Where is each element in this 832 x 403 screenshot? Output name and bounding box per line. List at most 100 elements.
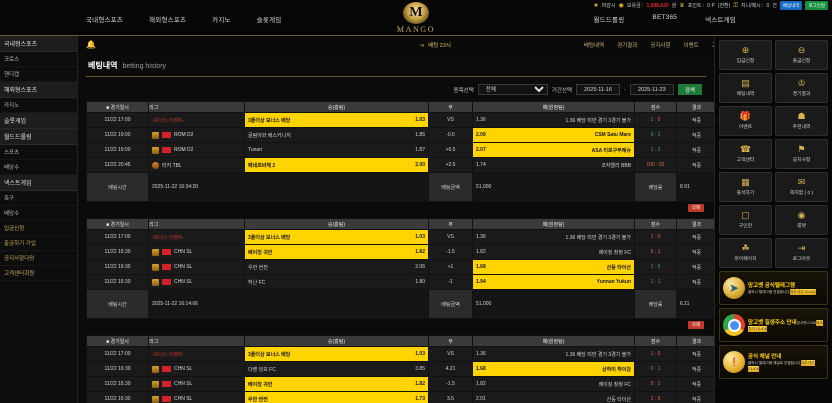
status-label-1: 보유금 :: [626, 3, 644, 9]
quick-menu-mypage[interactable]: ☘ 마이페이지: [719, 238, 772, 268]
quick-menu-roulette[interactable]: ◉ 룰렛: [775, 205, 828, 235]
notice-ticker[interactable]: ➩ 배팅 23시: [420, 41, 451, 49]
cell-home-pick[interactable]: 3폴더상 보너스 배당 1.03: [244, 346, 429, 362]
sidebar-item-odds-ng[interactable]: 배당수: [0, 206, 77, 221]
cell-home-pick[interactable]: 베이징 궈안 1.82: [244, 244, 429, 260]
cell-away-pick[interactable]: 상하이 하이강 1.68: [472, 361, 635, 377]
promo-banner[interactable]: ! 공식 채널 안내클릭시 텔레그램 채널로 연결됩니다바로가기 CLICK: [719, 345, 828, 379]
search-button[interactable]: 검색: [677, 84, 702, 95]
cell-home-pick[interactable]: 페네르바체 2 2.00: [244, 157, 429, 173]
table-row[interactable]: 11/22 16:30 CHN SL 베이징 궈안 1.82 -1.5 베이징 창청 FC…: [86, 244, 714, 260]
top-button-login[interactable]: 로그인정: [805, 1, 828, 10]
table-row[interactable]: 11/22 19:00 ROM D2 Tunari 1.87 +0.5 ASA 티르구무레…: [86, 142, 714, 158]
cell-home-pick[interactable]: 다롄 잉보 FC 3.85: [244, 361, 429, 377]
sidebar-item-support[interactable]: 고객센터회원: [0, 266, 77, 281]
table-row[interactable]: 11/22 16:30 CHN SL 다롄 잉보 FC 3.85 4.21 상하이 하이강…: [86, 361, 714, 377]
nav-overseas-sports[interactable]: 해외형스포츠: [149, 17, 187, 24]
sidebar-item-soccer[interactable]: 축구: [0, 191, 77, 206]
cell-away-pick[interactable]: CSM Satu Mare 2.09: [472, 127, 635, 143]
quick-menu-notice[interactable]: ⚑ 공지사항: [775, 139, 828, 169]
sidebar-item-notice[interactable]: 공지사항다양: [0, 251, 77, 266]
cell-handicap: VS: [428, 229, 473, 245]
sub-nav-betting-history[interactable]: 베팅내역: [583, 43, 605, 49]
sidebar-item-handicap[interactable]: 핸디캡: [0, 67, 77, 82]
date-from-input[interactable]: [576, 84, 621, 95]
coin-icon: ◉: [618, 2, 624, 9]
banner-cta-button[interactable]: 바로가기 CLICK: [789, 289, 816, 295]
site-logo[interactable]: M MANGO: [368, 0, 464, 36]
table-row[interactable]: 11/22 16:30 CHN SL 우한 싼전 1.73 3.5 산둥 타이산 2.01 1…: [86, 391, 714, 403]
quick-menu-deposit[interactable]: ⊕ 입금신청: [719, 40, 772, 70]
table-row[interactable]: 11/22 16:30 CHN SL 베이징 궈안 1.82 -1.5 베이징 창청 FC…: [86, 376, 714, 392]
date-to-input[interactable]: [629, 84, 674, 95]
quick-menu-support[interactable]: ☎ 고객센터: [719, 139, 772, 169]
nav-domestic-sports[interactable]: 국내형스포츠: [86, 17, 124, 24]
sub-nav-notice[interactable]: 공지사항: [650, 43, 671, 49]
cell-away-pick[interactable]: 베이징 창청 FC 1.82: [472, 244, 635, 260]
cell-away-pick[interactable]: 1.36 배당 미만 경기 3경기 불가 1.36: [472, 346, 635, 362]
promo-banner[interactable]: ➤ 망고벳 공식텔레그램클릭시 텔레그램 연결됩니다바로가기 CLICK: [719, 271, 828, 305]
cell-home-pick[interactable]: Tunari 1.87: [244, 142, 429, 158]
quick-menu-logout[interactable]: ⇥ 로그아웃: [775, 238, 828, 268]
cell-away-pick[interactable]: Yunnan Yukun 1.94: [472, 274, 635, 290]
cell-home-pick[interactable]: 허난 FC 1.80: [244, 274, 429, 290]
quick-menu-event[interactable]: 🎁 이벤트: [719, 106, 772, 136]
table-row[interactable]: 11/22 20:45 터키 TBL 페네르바체 2 2.00 +2.5 코자엘리 BBB…: [86, 157, 714, 173]
cell-home-pick[interactable]: 우한 싼전 1.73: [244, 391, 429, 403]
cell-home-pick[interactable]: 3폴더상 보너스 배당 1.03: [244, 229, 429, 245]
quick-menu-results[interactable]: ♔ 경기결과: [775, 73, 828, 103]
cell-away-pick[interactable]: 1.36 배당 미만 경기 3경기 불가 1.36: [472, 112, 635, 128]
summary-amount-value: 51,000: [472, 172, 635, 202]
table-row[interactable]: 11/22 19:00 ROM D2 굴림아와 배스카니지 1.85 -0.5 CSM S…: [86, 127, 714, 143]
table-row[interactable]: 11/22 16:30 CHN SL 우한 싼전 2.06 +1 산둥 타이산 1.68 1 …: [86, 259, 714, 275]
cell-home-pick[interactable]: 3폴더상 보너스 배당 1.03: [244, 112, 429, 128]
cell-home-pick[interactable]: 베이징 궈안 1.82: [244, 376, 429, 392]
bell-icon[interactable]: 🔔: [86, 40, 96, 49]
nav-bet365[interactable]: BET365: [652, 14, 678, 21]
cell-away-pick[interactable]: ASA 티르구무레슈 2.07: [472, 142, 635, 158]
sub-nav-results[interactable]: 경기결과: [617, 43, 638, 49]
sidebar-item-odds-wd[interactable]: 배당수: [0, 160, 77, 175]
cell-match-time: 11/22 20:45: [86, 157, 149, 173]
promo-banner[interactable]: 망고벳 필생주소 안내망고벳.COM바로가기 CLICK: [719, 308, 828, 342]
cell-home-pick[interactable]: 굴림아와 배스카니지 1.85: [244, 127, 429, 143]
cell-away-pick[interactable]: 산둥 타이산 2.01: [472, 391, 635, 403]
quick-menu-referral[interactable]: ☗ 추천내역: [775, 106, 828, 136]
nav-slot-game[interactable]: 슬롯게임: [256, 17, 282, 24]
delete-button[interactable]: 삭제: [687, 321, 704, 329]
sub-nav-event[interactable]: 이벤트: [683, 43, 699, 49]
top-button-betting[interactable]: 베팅내역: [779, 1, 803, 10]
cell-away-pick[interactable]: 코자엘리 BBB 1.74: [472, 157, 635, 173]
cell-away-pick[interactable]: 베이징 창청 FC 1.82: [472, 376, 635, 392]
table-row[interactable]: 11/22 17:00 -보너스 이벤트- 3폴더상 보너스 배당 1.03 VS 1.3…: [86, 112, 714, 128]
quick-menu-message[interactable]: ✉ 쪽지함 ( 0 ): [775, 172, 828, 202]
nav-casino[interactable]: 카지노: [212, 17, 231, 24]
table-row[interactable]: 11/22 16:30 CHN SL 허난 FC 1.80 -1 Yunnan Yukun…: [86, 274, 714, 290]
quick-menu-recruit[interactable]: ▢ 구인란: [719, 205, 772, 235]
nav-next-game[interactable]: 넥스트게임: [705, 17, 736, 24]
quick-menu-attendance[interactable]: ▦ 출석하기: [719, 172, 772, 202]
type-filter-select[interactable]: 전체: [477, 84, 548, 95]
delete-button[interactable]: 삭제: [687, 204, 704, 212]
header-away: 패(원정팀): [472, 218, 635, 230]
away-team-name: 베이징 창청 FC: [598, 381, 631, 388]
sidebar-item-withdraw[interactable]: 출금하기 가입: [0, 236, 77, 251]
cell-away-pick[interactable]: 1.36 배당 미만 경기 3경기 불가 1.36: [472, 229, 635, 245]
header-draw: 무: [428, 218, 473, 230]
home-team-name: 베이징 궈안: [248, 381, 273, 388]
main-nav-right: 월드드롤링 BET365 넥스트게임: [594, 14, 737, 24]
quick-menu-label: 마이페이지: [734, 257, 757, 262]
cell-away-pick[interactable]: 산둥 타이산 1.68: [472, 259, 635, 275]
quick-menu-betting-history[interactable]: ▤ 배팅내역: [719, 73, 772, 103]
sidebar-item-casino[interactable]: 카지노: [0, 98, 77, 113]
sidebar-item-sports-wd[interactable]: 스포츠: [0, 145, 77, 160]
table-row[interactable]: 11/22 17:00 -보너스 이벤트- 3폴더상 보너스 배당 1.03 VS 1.3…: [86, 229, 714, 245]
table-row[interactable]: 11/22 17:00 -보너스 이벤트- 3폴더상 보너스 배당 1.03 VS 1.3…: [86, 346, 714, 362]
sidebar-item-deposit[interactable]: 입금신청: [0, 221, 77, 236]
nav-world-drawing[interactable]: 월드드롤링: [593, 17, 625, 24]
cell-result: 적중: [676, 274, 714, 290]
cell-home-pick[interactable]: 우한 싼전 2.06: [244, 259, 429, 275]
sidebar-head-1: 해외형스포츠: [0, 82, 77, 98]
sidebar-item-cross[interactable]: 크로스: [0, 52, 77, 67]
quick-menu-withdraw[interactable]: ⊖ 출금신청: [775, 40, 828, 70]
